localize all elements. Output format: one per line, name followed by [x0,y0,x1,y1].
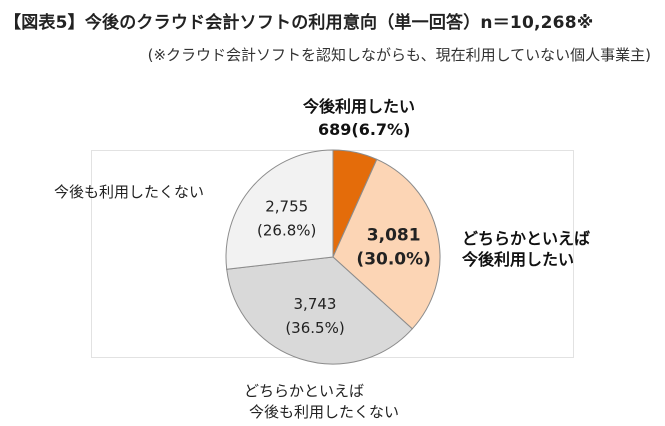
slice-2-value-label: 3,081 [367,225,421,245]
label-slice3-line2: 今後も利用したくない [249,403,400,421]
slice-3-percent-label: (36.5%) [285,319,344,337]
slice-4-percent-label: (26.8%) [257,222,316,240]
pie-slice-2 [332,158,441,330]
label-slice3-line1: どちらかといえば [244,382,365,400]
slice-2-percent-label: (30.0%) [356,249,431,269]
label-slice2-line2: 今後利用したい [462,250,575,269]
chart-subtitle: (※クラウド会計ソフトを認知しながらも、現在利用していない個人事業主) [147,46,651,64]
slice-3-value-label: 3,743 [294,295,337,313]
chart-title: 【図表5】今後のクラウド会計ソフトの利用意向（単一回答）n＝10,268※ [4,13,594,33]
label-slice2-line1: どちらかといえば [462,229,591,248]
label-slice4-name: 今後も利用したくない [54,183,205,201]
pie-slice-4 [225,149,334,270]
slice-4-value-label: 2,755 [265,198,308,216]
label-slice1-name: 今後利用したい [303,97,416,116]
label-slice1-value: 689(6.7%) [318,120,411,139]
pie-slice-3 [226,256,413,365]
